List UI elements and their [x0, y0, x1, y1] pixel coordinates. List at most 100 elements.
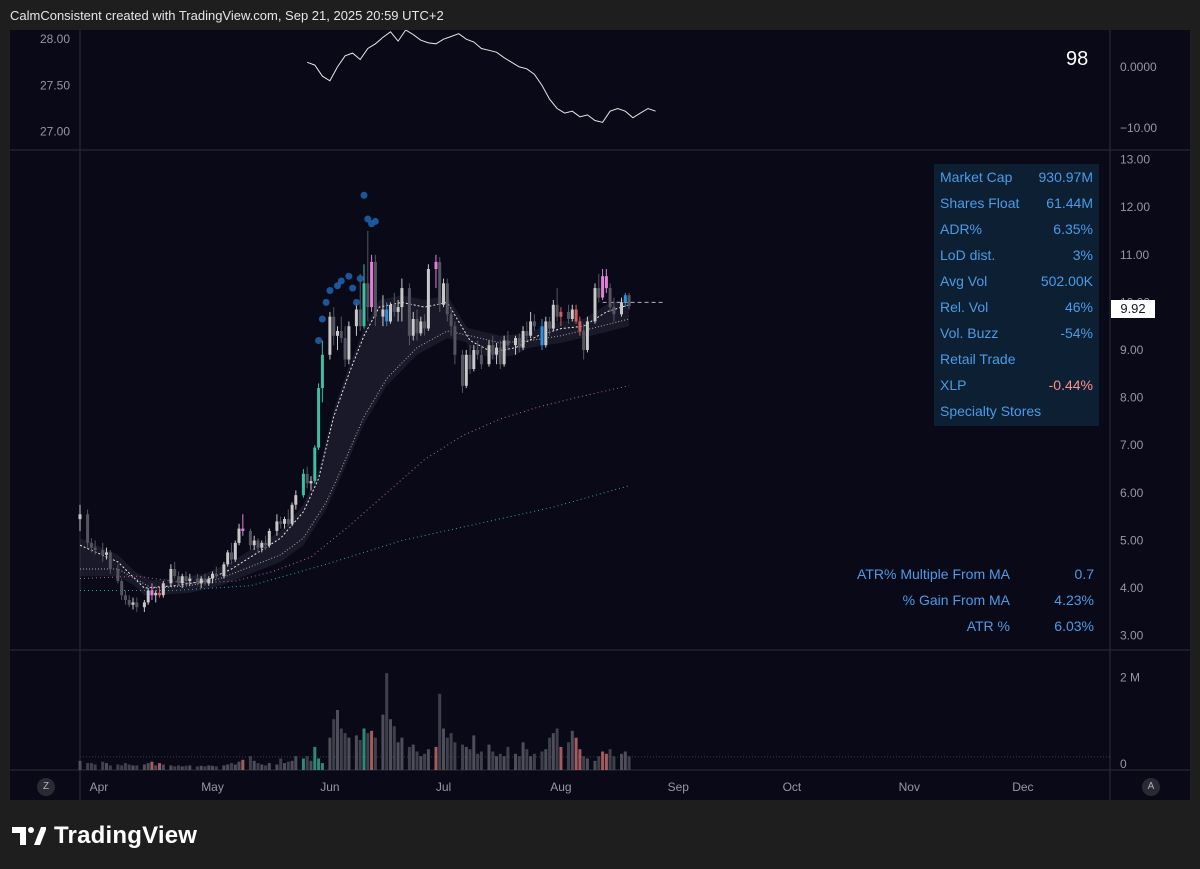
volume-bar	[233, 764, 237, 770]
candle-body	[419, 321, 423, 334]
candle-body	[150, 590, 154, 596]
volume-bar	[146, 763, 150, 770]
candle-body	[415, 319, 419, 334]
volume-bar	[620, 753, 623, 770]
volume-bar	[498, 753, 502, 770]
candle-body	[195, 578, 199, 584]
candle-body	[601, 276, 605, 298]
candle-body	[449, 314, 453, 327]
moving-average-ema21	[80, 318, 630, 589]
volume-bar	[180, 766, 184, 770]
candle-body	[354, 309, 358, 327]
rs-rating-value: 98	[1066, 48, 1089, 70]
tradingview-logo[interactable]: TradingView	[12, 822, 197, 850]
candle-body	[540, 326, 544, 346]
volume-bar	[127, 764, 131, 770]
candle-body	[317, 388, 321, 448]
volume-bar	[385, 673, 389, 770]
info-label: XLP	[940, 377, 967, 393]
atr-label: % Gain From MA	[902, 592, 1010, 608]
atr-label: ATR% Multiple From MA	[857, 566, 1010, 582]
volume-bar	[601, 751, 605, 770]
last-price-tag: 9.92	[1111, 300, 1155, 318]
info-value: -54%	[1060, 325, 1093, 341]
volume-bar	[214, 766, 218, 770]
candle-body	[135, 602, 139, 608]
candle-body	[199, 578, 203, 584]
ema-cloud	[80, 295, 630, 596]
signal-dot	[356, 275, 364, 283]
info-row: Market Cap 930.97M	[934, 164, 1099, 190]
info-value: 6.35%	[1053, 221, 1093, 237]
candle-body	[256, 540, 260, 548]
volume-bar	[358, 740, 362, 770]
volume-bar	[108, 765, 112, 770]
candle-body	[551, 304, 555, 329]
volume-bar	[487, 744, 491, 770]
atr-row: % Gain From MA 4.23%	[862, 587, 1102, 613]
chart-canvas[interactable]: 13.0012.0011.0010.009.008.007.006.005.00…	[10, 30, 1190, 800]
volume-tick-label: 0	[1120, 757, 1127, 771]
signal-dot	[326, 286, 334, 294]
info-row: Shares Float 61.44M	[934, 190, 1099, 216]
candle-body	[78, 514, 82, 520]
atr-value: 4.23%	[1054, 592, 1094, 608]
candle-body	[142, 602, 146, 608]
candle-body	[411, 319, 415, 336]
volume-bar	[93, 764, 97, 770]
volume-bar	[264, 765, 268, 770]
volume-bar	[317, 758, 321, 770]
volume-bar	[453, 742, 457, 770]
candle-body	[120, 581, 124, 596]
volume-bar	[366, 733, 370, 770]
time-tick-label: Nov	[899, 780, 920, 794]
tradingview-logo-text: TradingView	[54, 822, 198, 849]
volume-bar	[468, 749, 472, 770]
candle-body	[161, 583, 165, 596]
candle-body	[286, 519, 290, 524]
candle-body	[177, 576, 180, 584]
candle-body	[241, 528, 245, 531]
volume-bar	[105, 763, 108, 770]
candle-body	[548, 321, 552, 329]
volume-bar	[627, 756, 631, 770]
volume-bar	[336, 710, 339, 770]
info-row: XLP -0.44%	[934, 372, 1099, 398]
candle-body	[305, 473, 309, 484]
candle-body	[279, 521, 283, 524]
candle-body	[203, 578, 207, 584]
candle-body	[101, 550, 105, 555]
volume-bar	[578, 749, 582, 770]
candle-body	[214, 573, 218, 577]
volume-bar	[472, 735, 476, 770]
candle-body	[93, 547, 97, 550]
volume-bar	[256, 763, 260, 770]
info-value: 46%	[1064, 299, 1093, 315]
info-value: 3%	[1072, 247, 1093, 263]
rs-left-tick-label: 27.50	[40, 78, 70, 92]
volume-bar	[593, 760, 597, 770]
candle-body	[146, 590, 150, 603]
candle-body	[173, 569, 177, 577]
volume-bar	[123, 763, 127, 770]
volume-bar	[177, 765, 180, 770]
candle-body	[188, 578, 192, 581]
info-value: 930.97M	[1038, 169, 1093, 185]
volume-bar	[567, 742, 570, 770]
volume-bar	[154, 765, 158, 770]
volume-bar	[597, 756, 601, 770]
candle-body	[131, 602, 135, 605]
auto-scale-a-button[interactable]: A	[1142, 778, 1160, 796]
signal-dot	[349, 284, 357, 292]
atr-value: 6.03%	[1054, 618, 1094, 634]
candle-body	[532, 321, 536, 327]
candle-body	[343, 338, 347, 360]
volume-bar	[131, 765, 135, 770]
volume-bar	[188, 765, 192, 770]
auto-scale-z-button[interactable]: Z	[37, 778, 55, 796]
info-value: -0.44%	[1048, 377, 1093, 393]
candle-body	[608, 288, 612, 308]
volume-bar	[574, 737, 578, 770]
info-label: Avg Vol	[940, 273, 988, 289]
signal-dot	[364, 215, 372, 223]
